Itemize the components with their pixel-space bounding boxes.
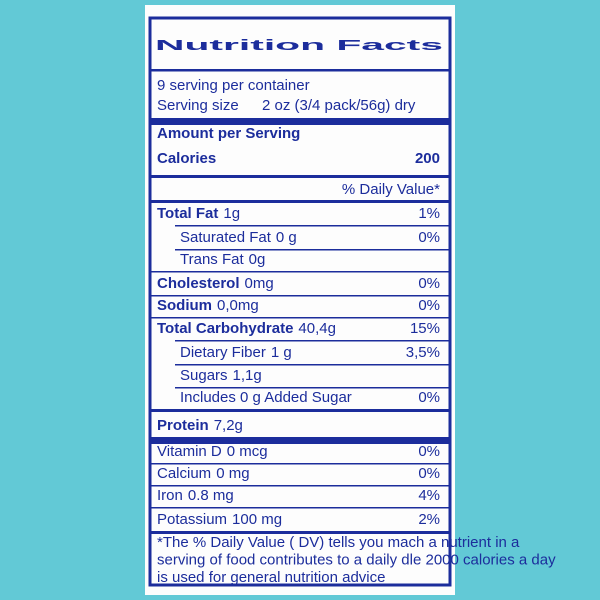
row-label: Sugars — [180, 367, 228, 384]
row-divider — [150, 507, 450, 509]
serving-size-label: Serving size — [157, 97, 239, 114]
rule — [150, 531, 450, 534]
row-divider — [150, 485, 450, 487]
row-label: Saturated Fat — [180, 229, 272, 246]
servings: 9 serving per container — [157, 77, 310, 94]
row-amount: 0 mcg — [227, 443, 268, 460]
row-text: Vitamin D 0 mcg — [157, 443, 268, 460]
row-text: Total Fat 1g — [157, 205, 240, 222]
row-text: Sugars 1,1g — [180, 367, 262, 384]
row-divider — [175, 340, 450, 342]
row-divider — [150, 317, 450, 319]
row-label: Protein — [157, 417, 209, 434]
row-dv: 4% — [418, 487, 440, 504]
rule — [150, 175, 450, 178]
row-divider — [175, 387, 450, 389]
row-label: Cholesterol — [157, 275, 240, 292]
daily-value-header: % Daily Value* — [342, 181, 440, 198]
row-label: Potassium — [157, 511, 227, 528]
thick-rule — [150, 118, 450, 125]
row-text: Iron 0.8 mg — [157, 487, 234, 504]
row-amount: 0 mg — [216, 465, 249, 482]
row-label: Total Carbohydrate — [157, 320, 293, 337]
row-divider — [175, 249, 450, 251]
row-label: Calcium — [157, 465, 211, 482]
rule — [150, 200, 450, 203]
label-border — [148, 16, 452, 587]
row-label: Dietary Fiber — [180, 344, 266, 361]
calories-label: Calories — [157, 150, 216, 167]
row-amount: 0,0mg — [217, 297, 259, 314]
row-text: Trans Fat 0g — [180, 251, 265, 268]
row-text: Saturated Fat 0 g — [180, 229, 297, 246]
row-dv: 0% — [418, 275, 440, 292]
footnote-line: serving of food contributes to a daily d… — [157, 551, 556, 568]
row-text: Calcium 0 mg — [157, 465, 250, 482]
footnote-line: *The % Daily Value ( DV) tells you mach … — [157, 534, 520, 551]
row-text: Protein 7,2g — [157, 417, 243, 434]
row-dv: 0% — [418, 443, 440, 460]
row-dv: 15% — [410, 320, 440, 337]
row-amount: 0mg — [245, 275, 274, 292]
row-divider — [175, 364, 450, 366]
row-text: Includes 0 g Added Sugar — [180, 389, 352, 406]
row-divider — [150, 295, 450, 297]
row-amount: 1 g — [271, 344, 292, 361]
row-label: Includes 0 g Added Sugar — [180, 389, 352, 406]
row-amount: 100 mg — [232, 511, 282, 528]
row-dv: 3,5% — [406, 344, 440, 361]
row-text: Dietary Fiber 1 g — [180, 344, 292, 361]
row-amount: 40,4g — [298, 320, 336, 337]
row-amount: 1,1g — [233, 367, 262, 384]
row-text: Cholesterol 0mg — [157, 275, 274, 292]
rule — [150, 409, 450, 412]
row-dv: 0% — [418, 465, 440, 482]
row-label: Vitamin D — [157, 443, 222, 460]
row-text: Total Carbohydrate 40,4g — [157, 320, 336, 337]
title: Nutrition Facts — [155, 37, 443, 54]
serving-size-value: 2 oz (3/4 pack/56g) dry — [262, 97, 416, 114]
paper — [145, 5, 455, 595]
calories-value: 200 — [415, 150, 440, 167]
thick-rule — [150, 437, 450, 444]
row-amount: 7,2g — [214, 417, 243, 434]
row-label: Trans Fat — [180, 251, 244, 268]
row-label: Iron — [157, 487, 183, 504]
row-dv: 0% — [418, 229, 440, 246]
row-divider — [175, 225, 450, 227]
row-divider — [150, 271, 450, 273]
row-dv: 1% — [418, 205, 440, 222]
row-amount: 0 g — [276, 229, 297, 246]
row-amount: 0.8 mg — [188, 487, 234, 504]
row-dv: 0% — [418, 389, 440, 406]
row-text: Sodium 0,0mg — [157, 297, 259, 314]
row-text: Potassium 100 mg — [157, 511, 282, 528]
amount-per-serving: Amount per Serving — [157, 125, 300, 142]
row-divider — [150, 463, 450, 465]
row-dv: 0% — [418, 297, 440, 314]
row-amount: 0g — [249, 251, 266, 268]
row-label: Total Fat — [157, 205, 218, 222]
rule — [150, 69, 450, 72]
row-amount: 1g — [223, 205, 240, 222]
row-dv: 2% — [418, 511, 440, 528]
footnote-line: is used for general nutrition advice — [157, 569, 385, 586]
row-label: Sodium — [157, 297, 212, 314]
